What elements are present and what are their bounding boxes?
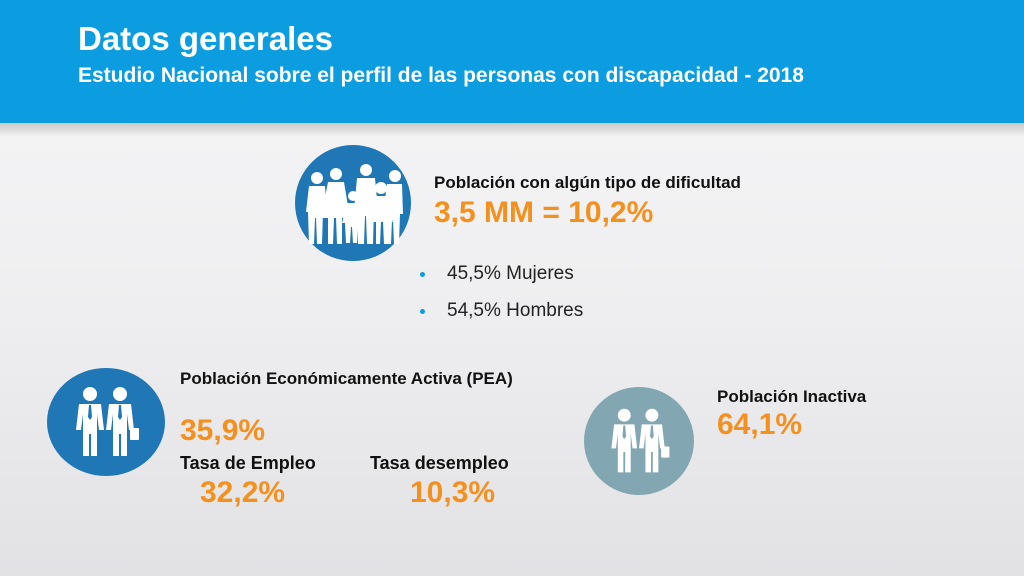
list-item: 54,5% Hombres bbox=[420, 299, 583, 323]
employment-value: 32,2% bbox=[200, 476, 286, 509]
header-bar: Datos generales Estudio Nacional sobre e… bbox=[0, 0, 1024, 123]
business-people-icon bbox=[47, 368, 165, 476]
people-group-icon bbox=[295, 145, 411, 261]
gender-list: 45,5% Mujeres 54,5% Hombres bbox=[420, 262, 583, 336]
business-people-icon bbox=[584, 387, 694, 495]
pea-value: 35,9% bbox=[180, 414, 266, 447]
men-percent: 54,5% Hombres bbox=[447, 300, 584, 321]
women-percent: 45,5% Mujeres bbox=[447, 263, 574, 284]
list-item: 45,5% Mujeres bbox=[420, 262, 583, 286]
page-title: Datos generales bbox=[78, 20, 333, 57]
unemployment-label: Tasa desempleo bbox=[370, 453, 509, 473]
inactive-value: 64,1% bbox=[717, 408, 803, 441]
difficulty-label: Población con algún tipo de dificultad bbox=[434, 173, 741, 192]
page-subtitle: Estudio Nacional sobre el perfil de las … bbox=[78, 64, 804, 87]
difficulty-value: 3,5 MM = 10,2% bbox=[434, 196, 654, 229]
header-shadow bbox=[0, 123, 1024, 137]
inactive-label: Población Inactiva bbox=[717, 387, 867, 406]
pea-label: Población Económicamente Activa (PEA) bbox=[180, 369, 513, 388]
employment-label: Tasa de Empleo bbox=[180, 453, 316, 473]
unemployment-value: 10,3% bbox=[410, 476, 496, 509]
bullet-icon bbox=[420, 308, 425, 314]
bullet-icon bbox=[420, 271, 425, 277]
